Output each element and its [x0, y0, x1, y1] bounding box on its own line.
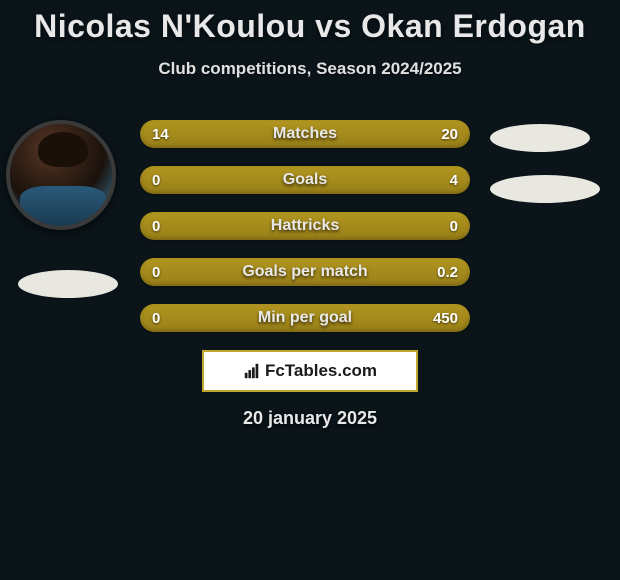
chart-icon	[243, 362, 261, 380]
player-right-avatar-placeholder	[490, 124, 590, 152]
player-left-name-placeholder	[18, 270, 118, 298]
stat-row-goals-per-match: 0 Goals per match 0.2	[140, 258, 470, 286]
stat-label: Matches	[273, 125, 337, 143]
stat-left-value: 0	[152, 218, 160, 235]
player-right-name-placeholder	[490, 175, 600, 203]
stat-right-value: 4	[450, 172, 458, 189]
stat-right-value: 0.2	[437, 264, 458, 281]
stat-left-value: 0	[152, 172, 160, 189]
stat-bars: 14 Matches 20 0 Goals 4 0 Hattricks 0 0 …	[140, 120, 470, 350]
brand-text: FcTables.com	[265, 361, 377, 381]
stat-label: Hattricks	[271, 217, 339, 235]
stat-right-value: 0	[450, 218, 458, 235]
stat-row-goals: 0 Goals 4	[140, 166, 470, 194]
stat-right-value: 450	[433, 310, 458, 327]
player-left-avatar	[6, 120, 116, 230]
stat-row-matches: 14 Matches 20	[140, 120, 470, 148]
stat-left-value: 14	[152, 126, 169, 143]
stat-label: Min per goal	[258, 309, 352, 327]
stat-left-value: 0	[152, 264, 160, 281]
stat-label: Goals per match	[242, 263, 367, 281]
stat-row-min-per-goal: 0 Min per goal 450	[140, 304, 470, 332]
stat-label: Goals	[283, 171, 327, 189]
stat-row-hattricks: 0 Hattricks 0	[140, 212, 470, 240]
stat-right-value: 20	[441, 126, 458, 143]
stat-left-value: 0	[152, 310, 160, 327]
date-label: 20 january 2025	[0, 408, 620, 429]
brand-badge: FcTables.com	[202, 350, 418, 392]
page-title: Nicolas N'Koulou vs Okan Erdogan	[0, 0, 620, 45]
subtitle: Club competitions, Season 2024/2025	[0, 59, 620, 79]
